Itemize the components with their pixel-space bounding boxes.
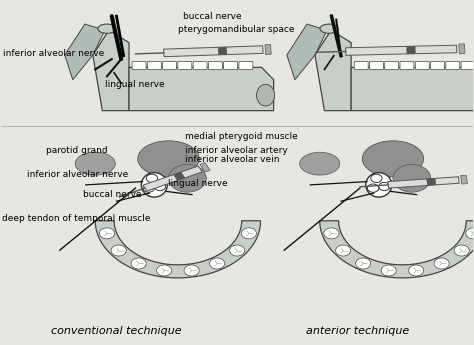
- FancyBboxPatch shape: [354, 61, 368, 70]
- Ellipse shape: [75, 152, 115, 175]
- Polygon shape: [218, 47, 227, 55]
- Circle shape: [100, 228, 115, 239]
- Polygon shape: [315, 30, 351, 111]
- FancyBboxPatch shape: [132, 61, 146, 70]
- Circle shape: [371, 174, 382, 183]
- Circle shape: [143, 184, 155, 192]
- Ellipse shape: [320, 24, 338, 33]
- Text: inferior alveolar nerve: inferior alveolar nerve: [3, 49, 104, 58]
- FancyBboxPatch shape: [446, 61, 460, 70]
- Text: inferior alveolar nerve: inferior alveolar nerve: [27, 170, 128, 179]
- Polygon shape: [351, 67, 474, 111]
- Text: buccal nerve: buccal nerve: [83, 190, 142, 199]
- Text: anterior technique: anterior technique: [306, 326, 409, 336]
- Polygon shape: [129, 67, 273, 111]
- Ellipse shape: [138, 141, 199, 177]
- FancyBboxPatch shape: [147, 61, 161, 70]
- Circle shape: [379, 183, 390, 191]
- FancyBboxPatch shape: [369, 61, 383, 70]
- Circle shape: [241, 228, 256, 239]
- Circle shape: [111, 245, 126, 256]
- Circle shape: [466, 228, 474, 239]
- Circle shape: [454, 245, 469, 256]
- Polygon shape: [265, 45, 271, 55]
- Text: inferior alveolar vein: inferior alveolar vein: [185, 155, 280, 164]
- FancyBboxPatch shape: [178, 61, 192, 70]
- Ellipse shape: [300, 152, 340, 175]
- Circle shape: [146, 174, 157, 183]
- Polygon shape: [200, 162, 210, 172]
- Polygon shape: [93, 30, 129, 111]
- Text: parotid grand: parotid grand: [46, 146, 107, 155]
- Polygon shape: [173, 172, 185, 180]
- FancyBboxPatch shape: [209, 61, 222, 70]
- Polygon shape: [346, 45, 457, 55]
- Text: pterygomandibular space: pterygomandibular space: [178, 26, 294, 34]
- Text: lingual nerve: lingual nerve: [168, 179, 228, 188]
- FancyBboxPatch shape: [461, 61, 474, 70]
- Text: medial pterygoid muscle: medial pterygoid muscle: [185, 132, 298, 141]
- FancyBboxPatch shape: [193, 61, 207, 70]
- FancyBboxPatch shape: [415, 61, 429, 70]
- FancyBboxPatch shape: [163, 61, 176, 70]
- Circle shape: [324, 228, 339, 239]
- Circle shape: [131, 258, 146, 269]
- Text: deep tendon of temporal muscle: deep tendon of temporal muscle: [2, 214, 151, 224]
- Circle shape: [336, 245, 351, 256]
- Circle shape: [381, 265, 396, 276]
- Ellipse shape: [141, 172, 167, 197]
- Polygon shape: [407, 46, 415, 54]
- Ellipse shape: [366, 172, 392, 197]
- Circle shape: [367, 184, 379, 192]
- Ellipse shape: [256, 85, 274, 106]
- Ellipse shape: [362, 141, 424, 177]
- Ellipse shape: [168, 165, 206, 192]
- Text: conventional technique: conventional technique: [51, 326, 182, 336]
- Polygon shape: [95, 221, 261, 278]
- Polygon shape: [143, 166, 202, 191]
- Polygon shape: [164, 46, 263, 57]
- Polygon shape: [388, 177, 459, 188]
- Text: lingual nerve: lingual nerve: [105, 80, 164, 89]
- Polygon shape: [427, 178, 436, 186]
- Polygon shape: [65, 24, 105, 80]
- Polygon shape: [319, 221, 474, 278]
- Text: buccal nerve: buccal nerve: [182, 12, 241, 21]
- Circle shape: [356, 258, 371, 269]
- Circle shape: [434, 258, 449, 269]
- Circle shape: [156, 265, 172, 276]
- Circle shape: [409, 265, 424, 276]
- FancyBboxPatch shape: [430, 61, 445, 70]
- FancyBboxPatch shape: [385, 61, 399, 70]
- Text: inferior alveolar artery: inferior alveolar artery: [185, 146, 288, 155]
- Ellipse shape: [98, 24, 116, 33]
- Polygon shape: [461, 175, 467, 184]
- FancyBboxPatch shape: [400, 61, 414, 70]
- Polygon shape: [287, 24, 327, 80]
- Circle shape: [229, 245, 245, 256]
- Ellipse shape: [393, 165, 431, 192]
- FancyBboxPatch shape: [224, 61, 237, 70]
- Circle shape: [210, 258, 225, 269]
- Circle shape: [184, 265, 199, 276]
- Circle shape: [155, 183, 165, 191]
- FancyBboxPatch shape: [239, 61, 253, 70]
- Polygon shape: [459, 44, 465, 54]
